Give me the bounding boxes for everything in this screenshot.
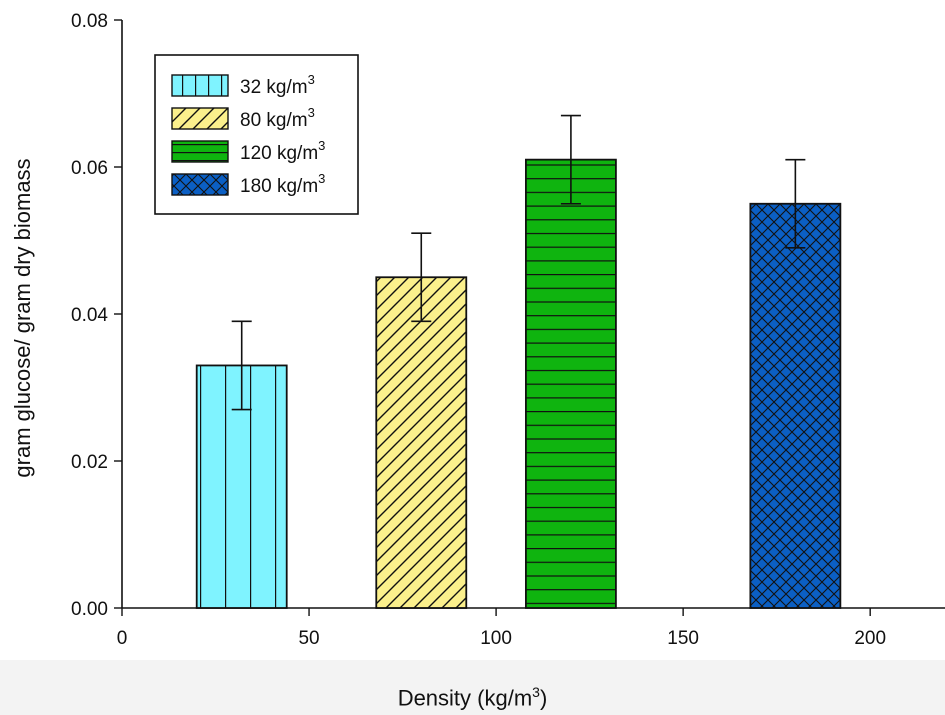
y-tick-label: 0.08 xyxy=(71,11,108,32)
bar xyxy=(749,202,842,609)
error-bar xyxy=(785,158,806,249)
legend-swatch xyxy=(171,74,229,97)
legend-swatch xyxy=(171,107,229,130)
x-axis-title: Density (kg/m3) xyxy=(397,684,548,711)
x-tick-label: 150 xyxy=(667,628,699,649)
y-axis-title: gram glucose/ gram dry biomass xyxy=(10,158,35,477)
legend-swatch xyxy=(171,140,229,163)
bar xyxy=(525,158,617,609)
y-tick-label: 0.04 xyxy=(71,305,108,326)
legend-swatch xyxy=(171,173,229,196)
y-tick-label: 0.06 xyxy=(71,158,108,179)
legend-label: 32 kg/m3 xyxy=(240,72,315,98)
bar xyxy=(375,276,468,609)
x-tick-label: 0 xyxy=(117,628,128,649)
y-tick-label: 0.00 xyxy=(71,599,108,620)
error-bar xyxy=(411,232,432,323)
legend-label: 180 kg/m3 xyxy=(240,171,325,197)
legend: 32 kg/m3 80 kg/m3 120 kg/m3 180 kg/m3 xyxy=(154,54,359,215)
bottom-band xyxy=(0,660,945,715)
plot-area: 0.00 0.02 0.04 0.06 0.08 0 50 100 150 200 xyxy=(71,11,945,649)
x-tick-label: 100 xyxy=(480,628,512,649)
error-bar xyxy=(231,320,252,411)
legend-label: 120 kg/m3 xyxy=(240,138,325,164)
legend-label: 80 kg/m3 xyxy=(240,105,315,131)
x-tick-label: 200 xyxy=(854,628,886,649)
y-tick-label: 0.02 xyxy=(71,452,108,473)
x-tick-label: 50 xyxy=(298,628,319,649)
error-bar xyxy=(560,114,581,205)
